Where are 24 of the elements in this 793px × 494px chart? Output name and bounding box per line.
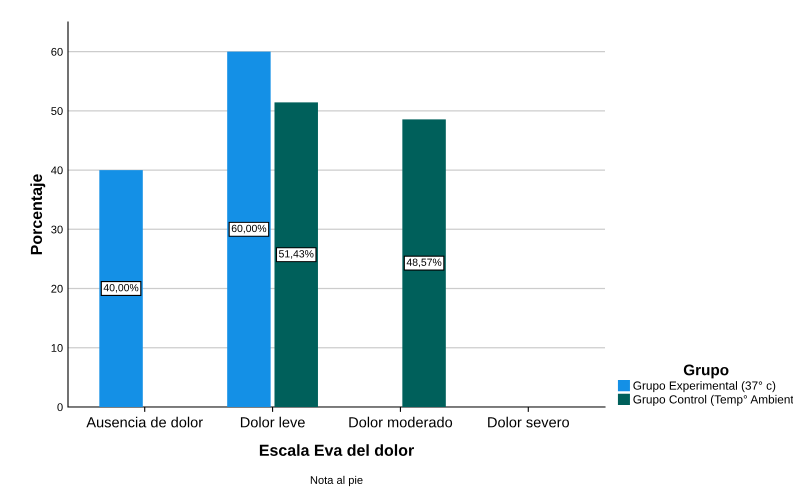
bar bbox=[402, 119, 446, 407]
y-tick-label: 50 bbox=[51, 107, 63, 115]
legend-label: Grupo Experimental (37° c) bbox=[633, 381, 776, 392]
data-label: 60,00% bbox=[232, 224, 266, 234]
y-tick-label: 30 bbox=[51, 226, 63, 234]
legend-title: Grupo bbox=[684, 364, 728, 378]
x-tick-label: Dolor severo bbox=[488, 416, 570, 428]
data-label: 51,43% bbox=[278, 250, 314, 259]
y-tick-label: 20 bbox=[51, 284, 63, 293]
y-tick-label: 60 bbox=[51, 48, 63, 56]
x-tick-label: Ausencia de dolor bbox=[86, 416, 203, 428]
bar bbox=[227, 52, 271, 407]
text: Nota al pie bbox=[310, 476, 363, 486]
bar bbox=[99, 170, 143, 407]
y-tick-label: 10 bbox=[52, 344, 63, 352]
data-label: 40,00% bbox=[104, 284, 138, 293]
x-axis-title: Escala Eva del dolor bbox=[260, 444, 414, 456]
y-axis-title: Porcentaje bbox=[30, 174, 46, 254]
bar bbox=[274, 102, 318, 407]
x-tick-label: Dolor moderado bbox=[349, 416, 452, 428]
data-label: 48,57% bbox=[406, 258, 442, 268]
y-tick-label: 40 bbox=[51, 166, 63, 174]
y-tick-label: 0 bbox=[57, 403, 63, 412]
x-tick-label: Dolor leve bbox=[240, 416, 305, 428]
